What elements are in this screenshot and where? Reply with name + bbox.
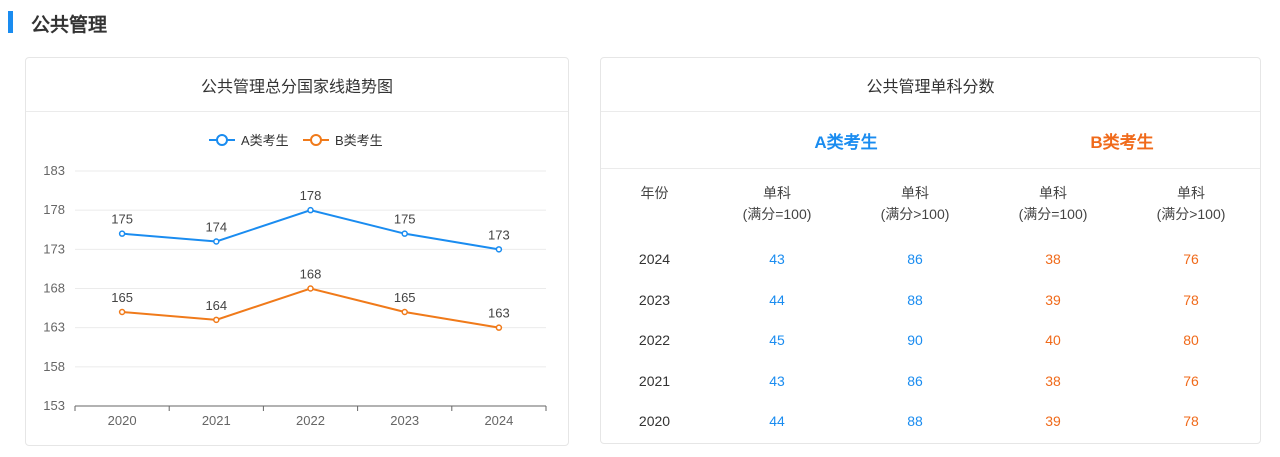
- y-tick-label: 153: [43, 398, 65, 413]
- data-point: [307, 206, 314, 214]
- score-cell: 38: [1045, 251, 1061, 268]
- score-cell: 44: [769, 413, 785, 430]
- year-cell: 2020: [638, 413, 671, 430]
- score-cell: 88: [907, 413, 923, 430]
- legend-marker-icon: [310, 134, 322, 146]
- trend-chart-card: 公共管理总分国家线趋势图: [25, 57, 569, 446]
- group-header: A类考生 B类考生: [601, 112, 1260, 169]
- section-title: 公共管理: [31, 15, 108, 36]
- column-header-line: (满分=100): [1018, 206, 1088, 222]
- year-cell: 2021: [638, 372, 671, 389]
- column-header: 年份: [601, 169, 708, 239]
- column-header: 单科 (满分>100): [846, 169, 984, 239]
- score-cell: 76: [1183, 372, 1199, 389]
- column-header-line: 单科: [1177, 185, 1205, 201]
- x-tick-label: 2021: [202, 413, 231, 428]
- legend-label: B类考生: [335, 133, 383, 148]
- data-point: [401, 230, 408, 237]
- column-header: 单科 (满分=100): [984, 169, 1122, 239]
- series-line: [122, 209, 500, 251]
- data-label: 165: [111, 290, 133, 305]
- score-cell: 45: [769, 332, 785, 349]
- score-table-card: 公共管理单科分数 A类考生 B类考生 年份 单科 (满分=100) 单科 (满分>100…: [600, 57, 1261, 444]
- score-cell: 39: [1045, 413, 1061, 430]
- column-header-line: (满分>100): [1156, 206, 1226, 222]
- score-cell: 38: [1045, 372, 1061, 389]
- year-cell: 2022: [638, 332, 671, 349]
- column-header-line: (满分=100): [742, 206, 812, 222]
- legend-marker-icon: [216, 134, 228, 146]
- data-label: 163: [488, 306, 510, 321]
- table-row: 2024 43 86 38 76: [601, 239, 1260, 280]
- score-cell: 78: [1183, 291, 1199, 308]
- column-header-line: 单科: [901, 185, 929, 201]
- score-cell: 43: [769, 372, 785, 389]
- column-header-line: 单科: [1039, 185, 1067, 201]
- chart-title: 公共管理总分国家线趋势图: [26, 58, 568, 112]
- score-cell: 88: [907, 291, 923, 308]
- column-header-line: 单科: [763, 185, 791, 201]
- score-cell: 80: [1183, 332, 1199, 349]
- y-tick-label: 158: [43, 359, 65, 374]
- score-cell: 86: [907, 251, 923, 268]
- data-label: 165: [394, 290, 416, 305]
- x-tick-label: 2022: [296, 413, 325, 428]
- year-cell: 2024: [638, 251, 671, 268]
- y-tick-label: 168: [43, 281, 65, 296]
- table-row: 2023 44 88 39 78: [601, 280, 1260, 321]
- data-point: [401, 308, 408, 316]
- column-header: 单科 (满分>100): [1122, 169, 1260, 239]
- score-cell: 78: [1183, 413, 1199, 430]
- table-row: 2020 44 88 39 78: [601, 401, 1260, 442]
- data-point: [213, 316, 220, 324]
- y-tick-label: 178: [43, 202, 65, 217]
- x-tick-label: 2024: [484, 413, 513, 428]
- group-a-label: A类考生: [814, 132, 878, 152]
- score-cell: 86: [907, 372, 923, 389]
- column-header-line: 年份: [640, 185, 669, 201]
- data-label: 168: [300, 267, 322, 282]
- y-tick-label: 183: [43, 163, 65, 178]
- legend-label: A类考生: [241, 133, 289, 148]
- data-label: 164: [205, 298, 227, 313]
- table-row: 2022 45 90 40 80: [601, 320, 1260, 361]
- score-cell: 76: [1183, 251, 1199, 268]
- data-point: [495, 324, 503, 331]
- x-tick-label: 2023: [390, 413, 419, 428]
- score-cell: 43: [769, 251, 785, 268]
- score-table: 年份 单科 (满分=100) 单科 (满分>100) 单科 (满分=100) 单科 (满分>10…: [601, 169, 1260, 442]
- table-title: 公共管理单科分数: [601, 58, 1260, 112]
- y-tick-label: 173: [43, 241, 65, 256]
- data-label: 173: [488, 227, 510, 242]
- section-accent-bar: [8, 11, 13, 33]
- x-tick-label: 2020: [108, 413, 137, 428]
- data-point: [118, 308, 126, 316]
- data-label: 175: [111, 212, 133, 227]
- table-row: 2021 43 86 38 76: [601, 361, 1260, 402]
- score-cell: 39: [1045, 291, 1061, 308]
- year-cell: 2023: [638, 291, 671, 308]
- data-point: [213, 238, 220, 245]
- series-line: [122, 287, 500, 329]
- y-tick-label: 163: [43, 320, 65, 335]
- column-header-line: (满分>100): [880, 206, 950, 222]
- data-point: [495, 246, 503, 253]
- data-label: 174: [205, 220, 227, 235]
- column-header: 单科 (满分=100): [708, 169, 846, 239]
- score-cell: 90: [907, 332, 923, 349]
- score-cell: 40: [1045, 332, 1061, 349]
- data-label: 178: [300, 188, 322, 203]
- score-cell: 44: [769, 291, 785, 308]
- group-b-label: B类考生: [1090, 132, 1154, 152]
- data-label: 175: [394, 212, 416, 227]
- data-point: [307, 285, 314, 292]
- data-point: [118, 230, 126, 237]
